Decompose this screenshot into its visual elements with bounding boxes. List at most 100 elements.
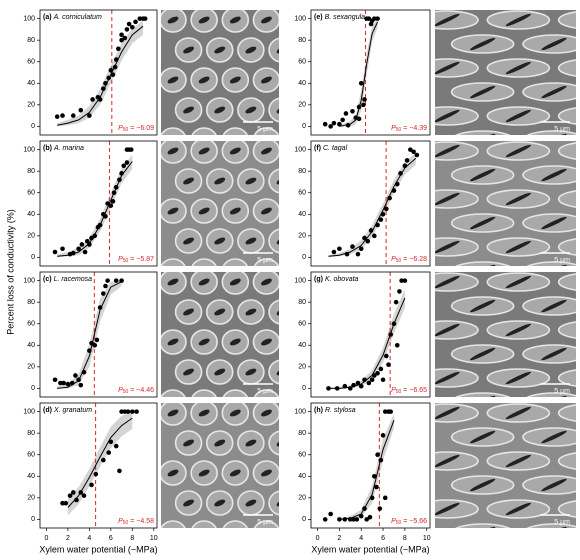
pit: [435, 106, 479, 126]
species-name: X. granatum: [53, 407, 92, 414]
pit: [557, 190, 576, 208]
data-point: [345, 123, 351, 128]
y-tick-label: 60: [27, 59, 35, 66]
data-point: [398, 171, 403, 176]
data-point: [87, 242, 92, 247]
panel-letter: (f): [314, 145, 321, 152]
data-point: [348, 517, 353, 522]
pit-aperture: [198, 338, 210, 346]
y-tick-label: 80: [27, 299, 35, 306]
pit-aperture: [541, 168, 567, 182]
pit-aperture: [505, 240, 532, 254]
data-point: [328, 124, 333, 129]
p50-subscript: 50: [396, 258, 402, 264]
p50-annotation: P50 = −5.66: [391, 518, 427, 526]
y-tick-label: 40: [298, 342, 306, 349]
plot-frame: [39, 402, 158, 529]
pit: [435, 58, 479, 78]
plot-frame: [310, 140, 431, 267]
x-tick-label: 4: [87, 535, 91, 542]
scale-label: 5 µm: [257, 388, 273, 395]
pit: [557, 452, 576, 470]
y-tick-label: 0: [31, 123, 35, 130]
pit: [191, 258, 217, 266]
data-point: [103, 80, 108, 86]
pit-aperture: [576, 453, 580, 468]
pit-aperture: [576, 274, 580, 289]
panel-letter: (g): [314, 276, 323, 283]
p50-value: = −6.65: [401, 387, 427, 394]
pit: [222, 389, 248, 397]
data-point: [408, 147, 413, 152]
y-tick-label: 100: [294, 146, 306, 153]
pit-aperture: [183, 368, 194, 376]
pit-aperture: [435, 109, 460, 123]
y-tick-label: 60: [298, 190, 306, 197]
pit: [268, 228, 279, 254]
data-point: [386, 362, 391, 367]
pit-aperture: [229, 147, 241, 155]
data-point: [130, 409, 135, 414]
panel-letter: (d): [43, 407, 52, 414]
data-point: [67, 493, 73, 498]
y-tick-label: 40: [298, 473, 306, 480]
data-point: [374, 484, 379, 490]
data-point: [361, 102, 366, 108]
pit-aperture: [469, 85, 496, 99]
data-point: [393, 299, 399, 305]
pit-aperture: [229, 469, 241, 477]
scale-label: 5 µm: [554, 257, 570, 264]
fit-curve: [339, 21, 379, 127]
data-point: [97, 305, 103, 310]
panel-letter: (e): [314, 14, 323, 21]
pit-aperture: [229, 16, 241, 24]
data-point: [113, 57, 119, 62]
pit: [455, 261, 511, 266]
plot-frame: [39, 140, 158, 267]
p50-symbol: P: [118, 518, 123, 525]
y-tick-label: 40: [298, 80, 306, 87]
data-point: [84, 238, 90, 244]
y-tick-label: 20: [27, 233, 35, 240]
pit-aperture: [541, 299, 567, 313]
data-point: [133, 19, 138, 25]
p50-subscript: 50: [396, 520, 402, 526]
data-point: [105, 201, 110, 206]
pit-aperture: [198, 409, 210, 417]
pit: [253, 258, 279, 266]
data-point: [119, 32, 124, 38]
panel-letter: (b): [43, 145, 52, 152]
p50-annotation: P50 = −4.58: [118, 518, 154, 526]
pit-aperture: [576, 239, 580, 254]
confidence-band: [57, 155, 133, 258]
data-point: [119, 409, 124, 414]
pit-aperture: [183, 106, 194, 114]
data-point: [125, 409, 131, 414]
data-point: [112, 64, 118, 70]
pit-aperture: [245, 237, 257, 245]
y-tick-label: 60: [298, 321, 306, 328]
data-point: [97, 222, 103, 228]
pit: [435, 403, 479, 423]
y-tick-label: 0: [31, 385, 35, 392]
x-tick-label: 8: [403, 535, 407, 542]
data-point: [350, 108, 355, 114]
data-point: [81, 493, 87, 498]
pit-aperture: [229, 528, 242, 538]
y-tick-label: 80: [27, 430, 35, 437]
pit: [435, 320, 479, 340]
data-point: [328, 511, 333, 517]
pit: [455, 130, 511, 135]
x-tick-label: 10: [150, 535, 158, 542]
y-tick-label: 20: [27, 102, 35, 109]
pit-aperture: [541, 216, 567, 230]
data-point: [337, 246, 342, 252]
pit-aperture: [541, 430, 567, 444]
pit: [268, 430, 279, 456]
data-point: [404, 158, 410, 163]
pit-aperture: [261, 16, 272, 24]
pit-aperture: [167, 147, 179, 155]
pit: [161, 520, 186, 528]
pit: [268, 490, 279, 516]
pit-aperture: [198, 207, 210, 215]
